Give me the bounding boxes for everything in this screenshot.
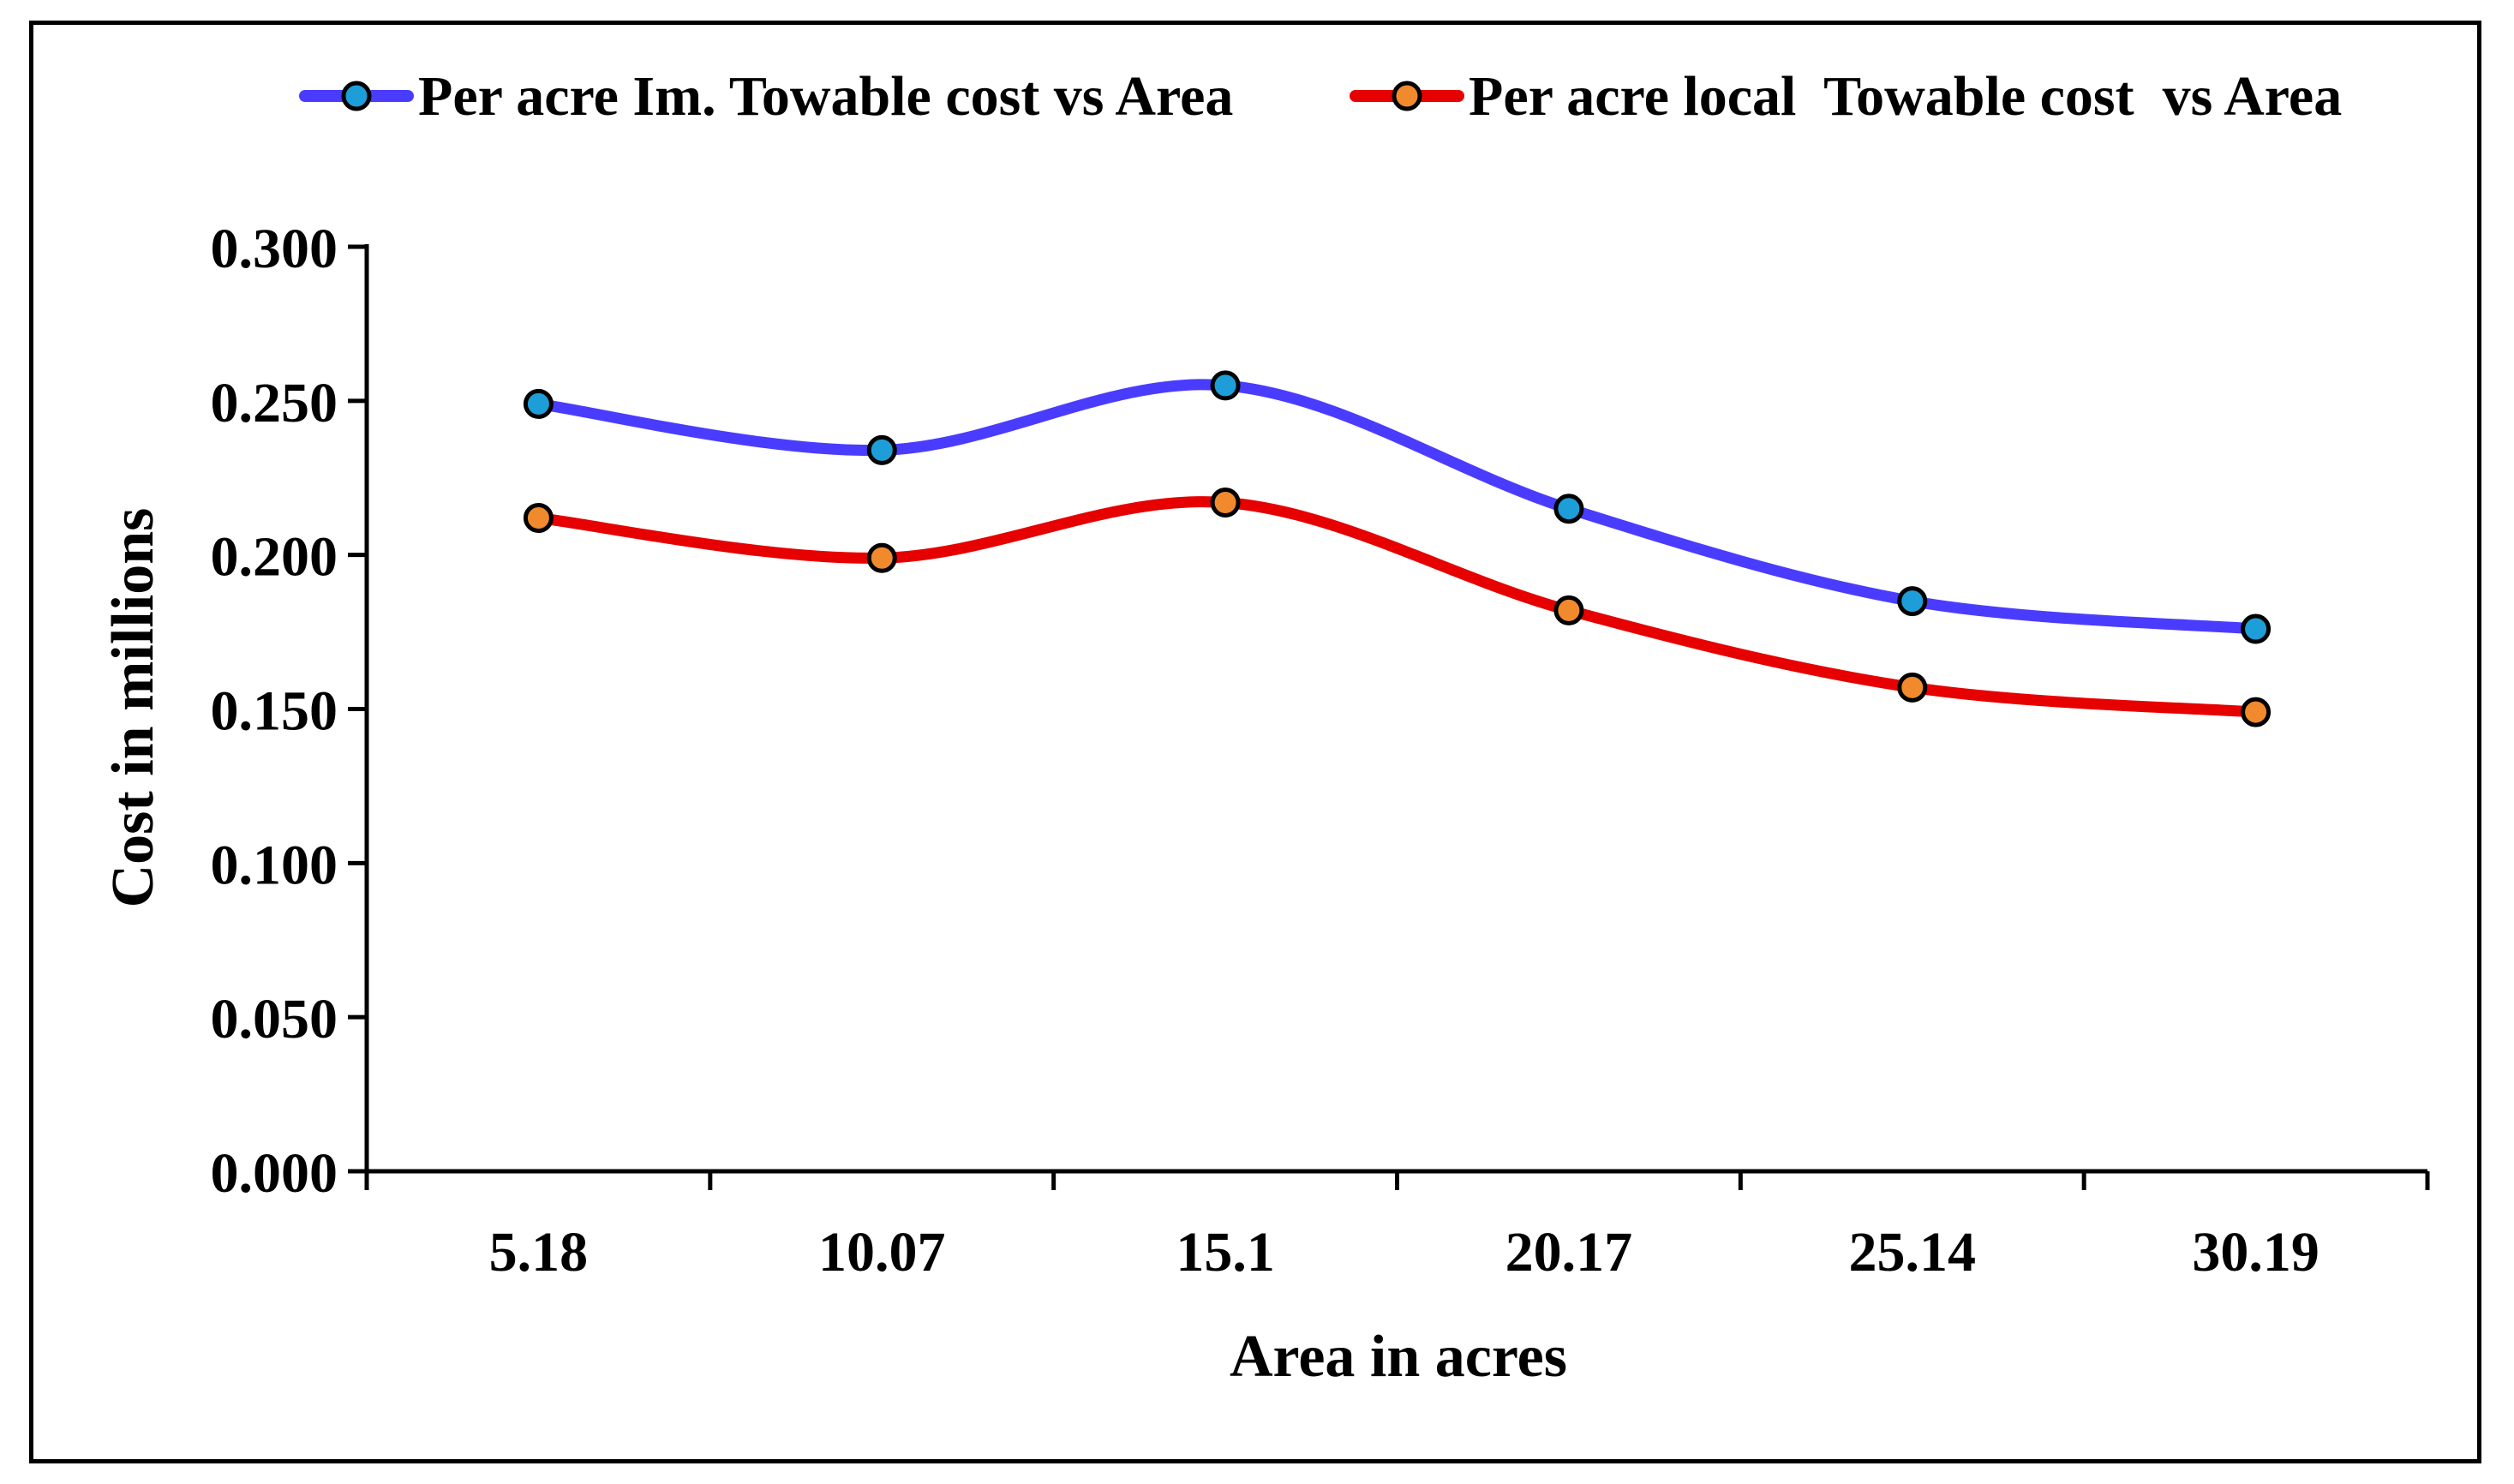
data-point-series-0 xyxy=(1210,370,1241,401)
x-axis-title: Area in acres xyxy=(1230,1324,1567,1390)
y-tick-label: 0.050 xyxy=(211,988,338,1050)
data-point-series-1 xyxy=(523,503,554,534)
x-tick-label: 25.14 xyxy=(1849,1221,1977,1284)
x-tick-label: 30.19 xyxy=(2192,1221,2319,1284)
legend-entry-series-0: Per acre Im. Towable cost vs Area xyxy=(299,65,1233,128)
chart-frame xyxy=(29,21,2481,1463)
data-point-series-1 xyxy=(2241,697,2272,727)
data-point-series-0 xyxy=(2241,613,2272,644)
x-axis-ticks: 5.18 10.07 15.1 20.17 25.14 30.19 xyxy=(364,1171,2430,1284)
x-tick-label: 10.07 xyxy=(818,1221,946,1284)
y-tick-label: 0.100 xyxy=(211,834,338,896)
data-point-series-0 xyxy=(1553,494,1584,524)
legend-entry-series-1: Per acre local Towable cost vs Area xyxy=(1350,65,2342,128)
y-axis-title: Cost in millions xyxy=(100,508,166,908)
y-tick-label: 0.200 xyxy=(211,526,338,589)
data-point-series-0 xyxy=(1897,586,1928,617)
series-line-1 xyxy=(532,496,2262,718)
x-tick-label: 5.18 xyxy=(489,1221,589,1284)
y-tick-label: 0.000 xyxy=(211,1142,338,1205)
plot-area xyxy=(523,370,2272,727)
series-line-0 xyxy=(532,379,2262,635)
y-tick-label: 0.300 xyxy=(211,218,338,280)
y-tick-label: 0.150 xyxy=(211,680,338,743)
legend: Per acre Im. Towable cost vs Area Per ac… xyxy=(299,65,2342,128)
x-tick-label: 15.1 xyxy=(1176,1221,1275,1284)
y-axis-ticks: 0.000 0.050 0.100 0.150 0.200 0.250 0.300 xyxy=(211,218,367,1205)
data-point-series-0 xyxy=(866,434,897,465)
data-point-series-1 xyxy=(866,542,897,573)
legend-label-series-0: Per acre Im. Towable cost vs Area xyxy=(418,65,1233,128)
data-point-series-1 xyxy=(1897,672,1928,703)
data-point-series-0 xyxy=(523,388,554,419)
legend-label-series-1: Per acre local Towable cost vs Area xyxy=(1469,65,2342,128)
legend-marker-series-1 xyxy=(1392,81,1422,111)
x-tick-label: 20.17 xyxy=(1505,1221,1633,1284)
data-point-series-1 xyxy=(1553,595,1584,625)
data-point-series-1 xyxy=(1210,488,1241,518)
y-tick-label: 0.250 xyxy=(211,372,338,434)
legend-marker-series-0 xyxy=(341,81,372,111)
